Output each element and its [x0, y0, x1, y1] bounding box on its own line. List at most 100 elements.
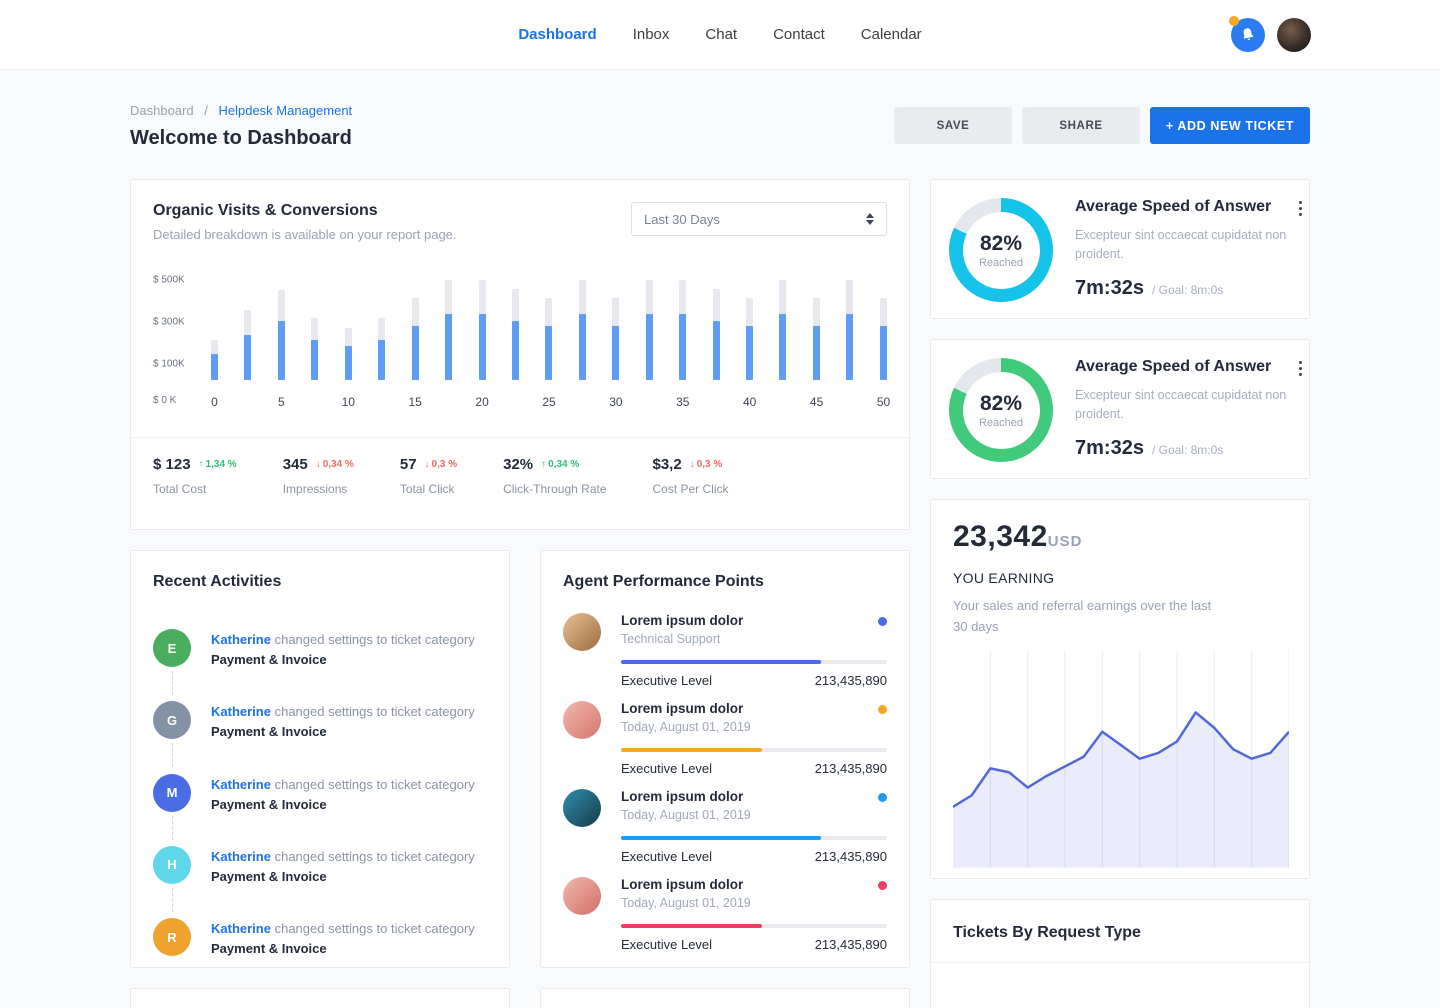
agent-subtitle: Technical Support	[621, 632, 721, 646]
agent-list: Lorem ipsum dolor Technical Support Exec…	[563, 613, 887, 952]
nav-item-chat[interactable]: Chat	[705, 26, 738, 43]
agent-level: Executive Level	[621, 849, 713, 864]
list-item[interactable]: Lorem ipsum dolor Today, August 01, 2019…	[563, 701, 887, 776]
main-nav: Dashboard Inbox Chat Contact Calendar	[518, 26, 921, 43]
stat-delta: ↑ 1,34 %	[199, 459, 237, 470]
donut-percent: 82%	[979, 231, 1023, 255]
activity-user-link[interactable]: Katherine	[211, 848, 271, 864]
organic-card-subtitle: Detailed breakdown is available on your …	[153, 227, 457, 242]
activity-action: changed settings to ticket category	[274, 632, 475, 647]
save-button[interactable]: SAVE	[894, 107, 1012, 144]
avatar	[563, 701, 601, 739]
breadcrumb-parent[interactable]: Dashboard	[130, 103, 194, 118]
x-tick-label: 5	[278, 395, 285, 409]
user-avatar[interactable]	[1277, 18, 1311, 52]
bar	[645, 280, 653, 380]
agent-subtitle: Today, August 01, 2019	[621, 808, 751, 822]
progress-bar	[621, 748, 887, 752]
agent-name: Lorem ipsum dolor	[621, 613, 744, 628]
divider	[931, 962, 1309, 963]
trend-arrow-icon: ↑	[541, 459, 547, 470]
x-tick-label: 35	[676, 395, 690, 409]
bar	[779, 280, 787, 380]
bar	[712, 289, 720, 380]
bar	[545, 298, 553, 380]
activity-user-link[interactable]: Katherine	[211, 632, 271, 647]
progress-bar	[621, 660, 887, 664]
stat-delta-value: 1,34 %	[205, 459, 237, 470]
agent-points: 213,435,890	[814, 849, 887, 864]
x-tick-label: 15	[408, 395, 422, 409]
nav-item-dashboard[interactable]: Dashboard	[518, 26, 597, 43]
stat-total-cost: $ 123 ↑ 1,34 % Total Cost	[153, 456, 237, 496]
organic-bars	[211, 280, 887, 380]
list-item[interactable]: H Katherine changed settings to ticket c…	[153, 845, 487, 913]
trend-arrow-icon: ↓	[424, 459, 430, 470]
stat-delta-value: 0,3 %	[696, 459, 723, 470]
x-tick-label: 45	[809, 395, 824, 409]
organic-x-axis: $ 0 K 0 5 10 15 20 25 30 35 40 45 50	[153, 395, 890, 411]
agent-points: 213,435,890	[814, 761, 887, 776]
bar	[578, 280, 586, 380]
breadcrumb-current[interactable]: Helpdesk Management	[218, 103, 353, 118]
nav-item-calendar[interactable]: Calendar	[860, 26, 922, 43]
share-button[interactable]: SHARE	[1022, 107, 1140, 144]
nav-item-contact[interactable]: Contact	[773, 26, 825, 43]
organic-x-labels: 0 5 10 15 20 25 30 35 40 45 50	[211, 395, 890, 411]
activity-user-link[interactable]: Katherine	[211, 921, 271, 937]
stat-value: $ 123	[153, 456, 191, 473]
earnings-chart-svg	[952, 649, 1290, 868]
agent-subtitle: Today, August 01, 2019	[621, 720, 751, 734]
donut-caption: Reached	[978, 256, 1024, 269]
agent-name: Lorem ipsum dolor	[621, 701, 744, 716]
activity-user-link[interactable]: Katherine	[211, 704, 271, 720]
organic-stats-row: $ 123 ↑ 1,34 % Total Cost 345 ↓ 0,34 % Imp…	[131, 437, 909, 496]
list-item[interactable]: G Katherine changed settings to ticket c…	[153, 701, 487, 768]
stat-impressions: 345 ↓ 0,34 % Impressions	[283, 456, 354, 496]
y-tick-label: $ 300K	[153, 316, 185, 328]
trend-arrow-icon: ↓	[689, 459, 695, 470]
x-tick-label: 25	[542, 395, 556, 409]
nav-item-inbox[interactable]: Inbox	[632, 26, 670, 43]
avg-speed-goal: / Goal: 8m:0s	[1151, 283, 1224, 297]
kebab-menu-icon[interactable]	[1296, 358, 1305, 379]
avatar: G	[153, 701, 191, 740]
add-new-ticket-button[interactable]: + ADD NEW TICKET	[1150, 107, 1310, 144]
breadcrumb-separator: /	[204, 103, 208, 118]
earnings-description: Your sales and referral earnings over th…	[953, 598, 1212, 634]
activity-target: Payment & Invoice	[211, 724, 327, 740]
list-item[interactable]: R Katherine changed settings to ticket c…	[153, 918, 487, 959]
list-item[interactable]: M Katherine changed settings to ticket c…	[153, 773, 487, 841]
status-dot	[878, 705, 887, 714]
list-item[interactable]: Lorem ipsum dolor Today, August 01, 2019…	[563, 789, 887, 864]
organic-card-title: Organic Visits & Conversions	[153, 202, 378, 219]
list-item[interactable]: Lorem ipsum dolor Today, August 01, 2019…	[563, 877, 887, 952]
status-dot	[878, 617, 887, 626]
notifications-button[interactable]	[1229, 16, 1265, 52]
top-navigation-bar: Dashboard Inbox Chat Contact Calendar	[0, 0, 1440, 70]
date-range-select[interactable]: Last 30 Days	[631, 202, 887, 236]
donut-chart: 82% Reached	[949, 198, 1053, 302]
date-range-selected-value: Last 30 Days	[644, 211, 720, 227]
bar	[244, 310, 252, 380]
activity-user-link[interactable]: Katherine	[211, 776, 271, 792]
activity-target: Payment & Invoice	[211, 796, 327, 812]
stat-value: $3,2	[652, 456, 682, 473]
bar	[378, 318, 386, 380]
avatar: R	[153, 918, 191, 957]
avatar	[563, 613, 601, 651]
agent-level: Executive Level	[621, 761, 713, 776]
list-item[interactable]: E Katherine changed settings to ticket c…	[153, 629, 487, 696]
x-tick-label: 30	[609, 395, 623, 409]
kebab-menu-icon[interactable]	[1296, 198, 1305, 219]
stat-label: Click-Through Rate	[503, 482, 607, 496]
page-header: Dashboard / Helpdesk Management Welcome …	[130, 103, 1310, 150]
list-item[interactable]: Lorem ipsum dolor Technical Support Exec…	[563, 613, 887, 688]
stat-label: Cost Per Click	[652, 482, 729, 496]
activity-target: Payment & Invoice	[211, 868, 327, 884]
status-dot	[878, 881, 887, 890]
organic-y-axis: $ 500K $ 300K $ 100K	[153, 275, 211, 380]
avg-speed-card-1: 82% Reached Average Speed of Answer Exce…	[930, 179, 1310, 319]
bar	[445, 280, 453, 380]
page-actions: SAVE SHARE + ADD NEW TICKET	[894, 107, 1310, 144]
